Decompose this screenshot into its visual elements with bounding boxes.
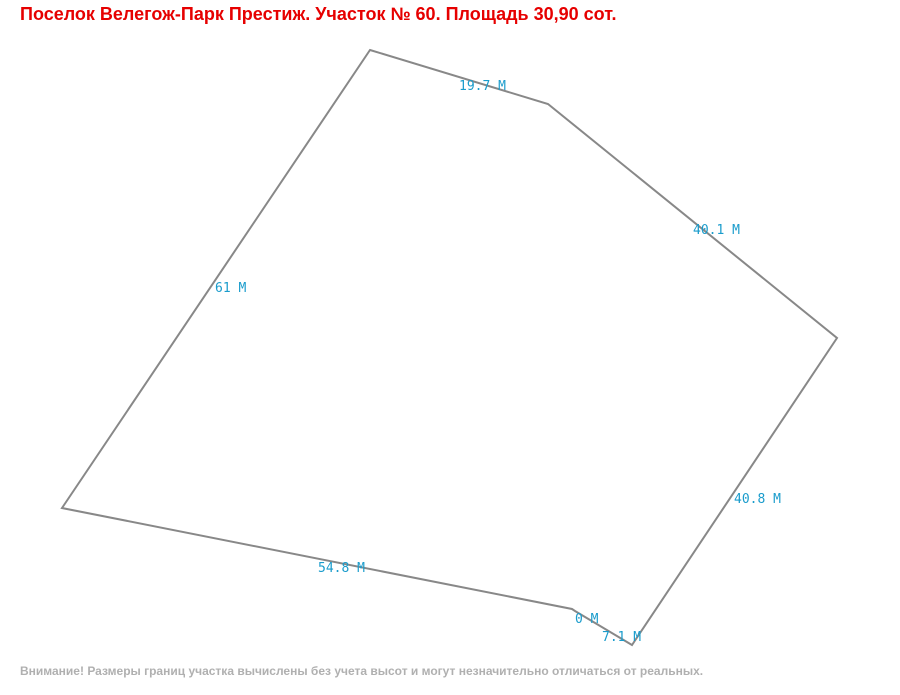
edge-length: 40.1 M: [693, 223, 740, 238]
edge-length: 19.7 M: [459, 79, 506, 94]
edge-length: 0 M: [575, 612, 599, 627]
edge-length: 40.8 M: [734, 492, 781, 507]
plot-boundary: [60, 48, 839, 647]
edge-length: 54.8 M: [318, 561, 365, 576]
edge-length: 61 M: [215, 281, 246, 296]
edge-length: 7.1 M: [602, 630, 641, 645]
footer-note: Внимание! Размеры границ участка вычисле…: [20, 664, 703, 678]
title: Поселок Велегож-Парк Престиж. Участок № …: [20, 4, 616, 24]
